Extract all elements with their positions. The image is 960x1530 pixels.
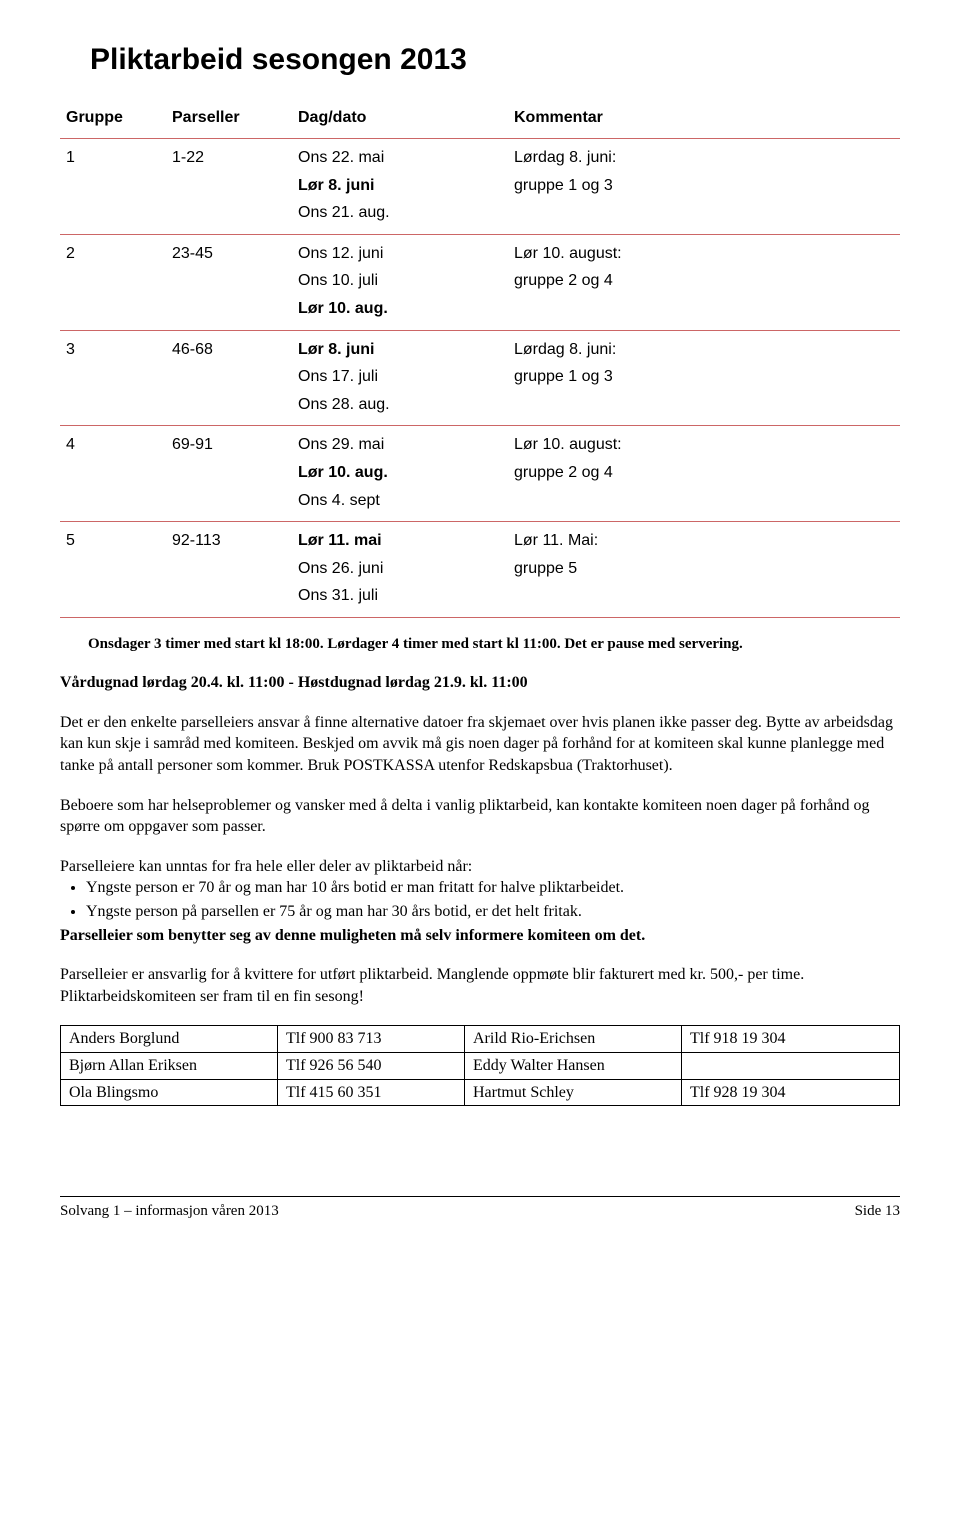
footer-left: Solvang 1 – informasjon våren 2013	[60, 1201, 279, 1221]
cell-dagdato: Ons 29. maiLør 10. aug.Ons 4. sept	[292, 426, 508, 522]
bullets-intro: Parselleiere kan unntas for fra hele ell…	[60, 858, 472, 875]
table-row: 11-22Ons 22. maiLør 8. juniOns 21. aug.L…	[60, 139, 900, 235]
contact-cell: Tlf 926 56 540	[278, 1052, 465, 1079]
page-title: Pliktarbeid sesongen 2013	[90, 40, 900, 81]
table-row: 592-113Lør 11. maiOns 26. juniOns 31. ju…	[60, 522, 900, 618]
paragraph-2: Beboere som har helseproblemer og vanske…	[60, 795, 900, 838]
table-row: 223-45Ons 12. juniOns 10. juliLør 10. au…	[60, 234, 900, 330]
table-row: Ola BlingsmoTlf 415 60 351Hartmut Schley…	[61, 1079, 900, 1106]
contact-cell: Arild Rio-Erichsen	[465, 1026, 682, 1053]
table-row: 346-68Lør 8. juniOns 17. juliOns 28. aug…	[60, 330, 900, 426]
cell-gruppe: 4	[60, 426, 166, 522]
cell-gruppe: 1	[60, 139, 166, 235]
dugnad-subhead: Vårdugnad lørdag 20.4. kl. 11:00 - Høstd…	[60, 672, 900, 694]
contact-cell: Tlf 918 19 304	[682, 1026, 900, 1053]
page-footer: Solvang 1 – informasjon våren 2013 Side …	[60, 1196, 900, 1221]
cell-dagdato: Lør 11. maiOns 26. juniOns 31. juli	[292, 522, 508, 618]
list-item: Yngste person er 70 år og man har 10 års…	[86, 877, 900, 899]
contact-cell: Tlf 415 60 351	[278, 1079, 465, 1106]
cell-dagdato: Ons 22. maiLør 8. juniOns 21. aug.	[292, 139, 508, 235]
table-row: Bjørn Allan EriksenTlf 926 56 540Eddy Wa…	[61, 1052, 900, 1079]
cell-kommentar: Lør 10. august:gruppe 2 og 4	[508, 426, 900, 522]
contact-cell: Hartmut Schley	[465, 1079, 682, 1106]
cell-parseller: 1-22	[166, 139, 292, 235]
cell-dagdato: Ons 12. juniOns 10. juliLør 10. aug.	[292, 234, 508, 330]
cell-kommentar: Lør 10. august:gruppe 2 og 4	[508, 234, 900, 330]
cell-gruppe: 5	[60, 522, 166, 618]
exemption-list: Yngste person er 70 år og man har 10 års…	[60, 877, 900, 922]
table-row: 469-91Ons 29. maiLør 10. aug.Ons 4. sept…	[60, 426, 900, 522]
contact-cell	[682, 1052, 900, 1079]
th-dagdato: Dag/dato	[292, 99, 508, 139]
table-row: Anders BorglundTlf 900 83 713Arild Rio-E…	[61, 1026, 900, 1053]
schedule-table: Gruppe Parseller Dag/dato Kommentar 11-2…	[60, 99, 900, 619]
schedule-footnote: Onsdager 3 timer med start kl 18:00. Lør…	[88, 634, 900, 654]
bullets-bold-note: Parselleier som benytter seg av denne mu…	[60, 927, 645, 944]
list-item: Yngste person på parsellen er 75 år og m…	[86, 901, 900, 923]
contacts-table: Anders BorglundTlf 900 83 713Arild Rio-E…	[60, 1025, 900, 1106]
contact-cell: Ola Blingsmo	[61, 1079, 278, 1106]
contact-cell: Anders Borglund	[61, 1026, 278, 1053]
cell-parseller: 46-68	[166, 330, 292, 426]
cell-kommentar: Lørdag 8. juni:gruppe 1 og 3	[508, 139, 900, 235]
cell-parseller: 23-45	[166, 234, 292, 330]
cell-kommentar: Lør 11. Mai:gruppe 5	[508, 522, 900, 618]
paragraph-1: Det er den enkelte parselleiers ansvar å…	[60, 712, 900, 777]
footer-right: Side 13	[855, 1201, 900, 1221]
cell-dagdato: Lør 8. juniOns 17. juliOns 28. aug.	[292, 330, 508, 426]
contact-cell: Eddy Walter Hansen	[465, 1052, 682, 1079]
cell-parseller: 69-91	[166, 426, 292, 522]
cell-gruppe: 2	[60, 234, 166, 330]
paragraph-3: Parselleier er ansvarlig for å kvittere …	[60, 964, 900, 1007]
th-parseller: Parseller	[166, 99, 292, 139]
contact-cell: Bjørn Allan Eriksen	[61, 1052, 278, 1079]
cell-parseller: 92-113	[166, 522, 292, 618]
cell-kommentar: Lørdag 8. juni:gruppe 1 og 3	[508, 330, 900, 426]
contact-cell: Tlf 928 19 304	[682, 1079, 900, 1106]
cell-gruppe: 3	[60, 330, 166, 426]
th-kommentar: Kommentar	[508, 99, 900, 139]
th-gruppe: Gruppe	[60, 99, 166, 139]
contact-cell: Tlf 900 83 713	[278, 1026, 465, 1053]
